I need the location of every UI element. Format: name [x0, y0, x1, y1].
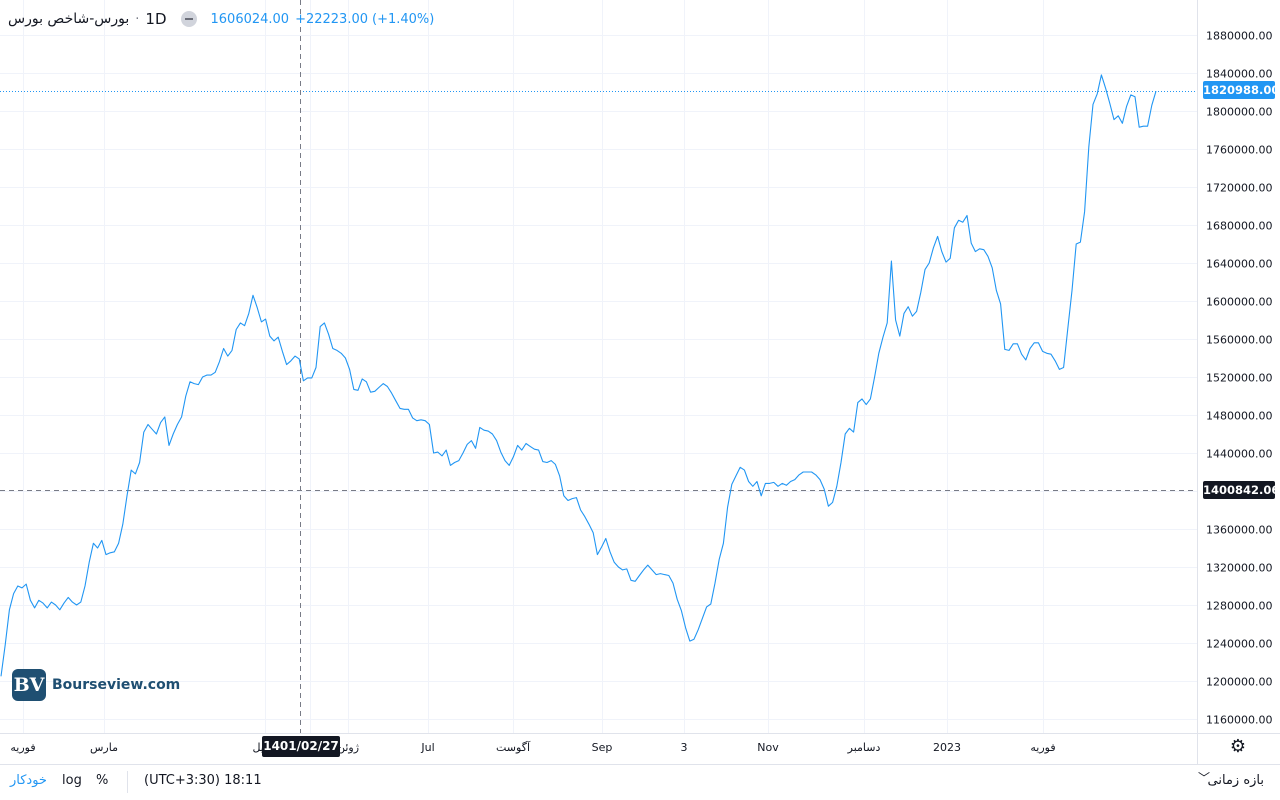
y-tick-label: 1760000.00: [1206, 144, 1272, 157]
time-axis[interactable]: فوریهمارسآوریلمهژوئنJulآگوستSep3Novدسامب…: [10, 740, 1055, 754]
y-tick-label: 1880000.00: [1206, 30, 1272, 43]
x-tick-label: Sep: [592, 741, 613, 754]
x-tick-label: فوریه: [10, 741, 35, 754]
legend-change: +22223.00: [295, 11, 368, 27]
y-tick-label: 1720000.00: [1206, 182, 1272, 195]
legend-price: 1606024.00: [210, 11, 290, 27]
last-price-label: 1820988.00: [1203, 81, 1280, 99]
y-tick-label: 1640000.00: [1206, 258, 1272, 271]
y-tick-label: 1200000.00: [1206, 676, 1272, 689]
y-tick-label: 1800000.00: [1206, 106, 1272, 119]
log-scale-button[interactable]: log: [62, 773, 82, 788]
crosshair-price-label: 1400842.06: [1203, 481, 1280, 499]
chevron-down-icon[interactable]: ﹀: [1197, 771, 1210, 785]
timezone-clock[interactable]: (UTC+3:30) 18:11: [144, 773, 262, 788]
x-tick-label: 3: [681, 741, 688, 754]
y-tick-label: 1240000.00: [1206, 638, 1272, 651]
legend-separator: ·: [135, 11, 140, 27]
percent-scale-button[interactable]: %: [96, 773, 109, 788]
watermark-logo: BV Bourseview.com: [12, 669, 180, 701]
x-tick-label: فوریه: [1030, 741, 1055, 754]
minus-icon[interactable]: [180, 11, 197, 27]
crosshair-date-label: 1401/02/27: [262, 736, 340, 757]
y-tick-label: 1440000.00: [1206, 448, 1272, 461]
x-tick-label: ژوئن: [337, 741, 359, 754]
legend-change-percent: (+1.40%): [372, 11, 435, 27]
x-tick-label: 2023: [933, 741, 961, 754]
y-tick-label: 1480000.00: [1206, 410, 1272, 423]
x-tick-label: آگوست: [496, 740, 531, 754]
y-tick-label: 1520000.00: [1206, 372, 1272, 385]
y-tick-label: 1320000.00: [1206, 562, 1272, 575]
series-line[interactable]: [0, 74, 1157, 677]
y-tick-label: 1840000.00: [1206, 68, 1272, 81]
series-layer: [0, 74, 1157, 677]
x-tick-label: مارس: [90, 741, 118, 754]
x-tick-label: دسامبر: [847, 741, 881, 754]
grid-lines: [0, 0, 1197, 733]
bottom-toolbar: خودکار log % (UTC+3:30) 18:11 ﹀ بازه زما…: [0, 764, 1280, 800]
y-tick-label: 1280000.00: [1206, 600, 1272, 613]
chart-legend: بورس-شاخص بورس · 1D 1606024.00 +22223.00…: [8, 8, 438, 30]
toolbar-divider: [127, 771, 128, 793]
gear-icon[interactable]: ⚙: [1229, 736, 1247, 757]
time-range-button[interactable]: بازه زمانی: [1207, 773, 1264, 788]
auto-scale-button[interactable]: خودکار: [10, 773, 47, 788]
x-tick-label: Nov: [757, 741, 779, 754]
symbol-name[interactable]: بورس-شاخص بورس: [8, 11, 130, 27]
y-tick-label: 1560000.00: [1206, 334, 1272, 347]
y-tick-label: 1680000.00: [1206, 220, 1272, 233]
y-tick-label: 1600000.00: [1206, 296, 1272, 309]
y-tick-label: 1360000.00: [1206, 524, 1272, 537]
x-tick-label: Jul: [420, 741, 434, 754]
price-axis[interactable]: 1160000.00 1200000.00 1240000.00 1280000.00…: [1206, 30, 1272, 727]
interval-label[interactable]: 1D: [145, 10, 167, 28]
logo-text: Bourseview.com: [52, 677, 181, 693]
logo-mark: BV: [12, 669, 46, 701]
y-tick-label: 1160000.00: [1206, 714, 1272, 727]
